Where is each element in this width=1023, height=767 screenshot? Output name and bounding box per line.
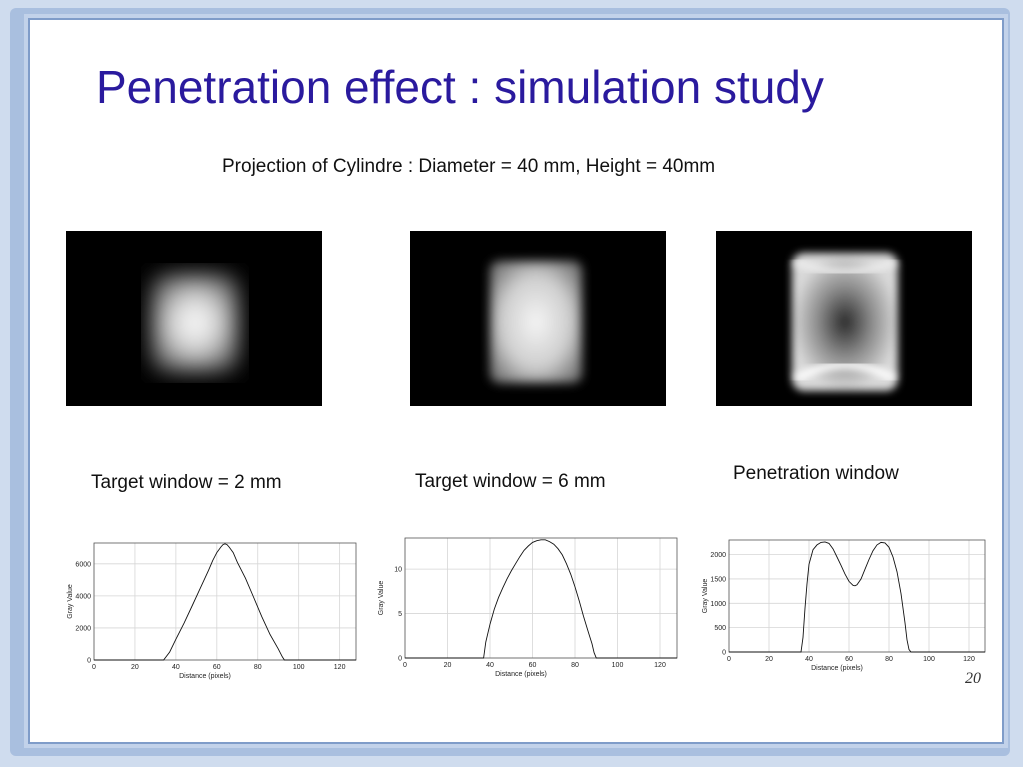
x-tick-label: 80 (254, 664, 262, 671)
x-tick-label: 60 (213, 664, 221, 671)
y-axis-label: Gray Value (702, 579, 709, 614)
projection-image-2mm (66, 231, 322, 406)
y-tick-label: 6000 (75, 561, 91, 568)
profile-line (729, 541, 985, 653)
x-tick-label: 0 (92, 664, 96, 671)
x-tick-label: 120 (334, 664, 346, 671)
x-tick-label: 80 (571, 662, 579, 669)
x-tick-label: 80 (885, 656, 893, 663)
x-tick-label: 20 (765, 656, 773, 663)
subtitle: Projection of Cylindre : Diameter = 40 m… (222, 156, 716, 177)
projection-image-6mm (410, 231, 666, 406)
x-tick-label: 60 (529, 662, 537, 669)
plot-frame (404, 537, 678, 659)
y-tick-label: 1000 (710, 601, 726, 608)
y-tick-label: 5 (398, 611, 402, 618)
projection-image-penetration (716, 231, 972, 406)
profile-line (94, 543, 356, 661)
caption-6mm: Target window = 6 mm (415, 471, 606, 492)
profile-plot-svg-2mm: 0 20 40 60 80 100 120 0 2000 4000 6000 Distance (pi… (67, 542, 357, 680)
x-axis-label: Distance (pixels) (495, 671, 547, 678)
x-tick-label: 120 (963, 656, 975, 663)
y-axis-label: Gray Value (378, 581, 385, 616)
plot-frame (93, 542, 357, 661)
x-tick-label: 0 (403, 662, 407, 669)
x-tick-label: 40 (486, 662, 494, 669)
profile-plot-svg-6mm: 0 20 40 60 80 100 120 0 5 10 Distance (pixels) Gray… (378, 537, 678, 678)
x-tick-label: 100 (923, 656, 935, 663)
page-title: Penetration effect : simulation study (96, 61, 824, 113)
x-tick-label: 100 (293, 664, 305, 671)
y-tick-label: 2000 (75, 625, 91, 632)
y-tick-label: 0 (722, 650, 726, 657)
y-tick-label: 1500 (710, 576, 726, 583)
y-tick-label: 4000 (75, 593, 91, 600)
profile-plot-svg-penetration: 0 20 40 60 80 100 120 0 500 1000 1500 2000 Distance … (702, 539, 986, 672)
x-tick-label: 100 (612, 662, 624, 669)
caption-penetration: Penetration window (733, 463, 899, 484)
x-tick-label: 20 (131, 664, 139, 671)
profile-plot-6mm: 0 20 40 60 80 100 120 0 5 10 Distance (pixels) Gray… (373, 532, 683, 682)
plot-frame (728, 539, 986, 653)
x-tick-label: 60 (845, 656, 853, 663)
x-axis-label: Distance (pixels) (179, 673, 231, 680)
x-tick-label: 20 (444, 662, 452, 669)
y-tick-label: 500 (714, 625, 726, 632)
x-tick-label: 0 (727, 656, 731, 663)
y-tick-label: 10 (394, 567, 402, 574)
y-tick-label: 0 (398, 656, 402, 663)
page-number: 20 (965, 670, 981, 687)
caption-2mm: Target window = 2 mm (91, 472, 282, 493)
y-axis-label: Gray Value (67, 584, 74, 619)
x-tick-label: 40 (805, 656, 813, 663)
y-tick-label: 0 (87, 658, 91, 665)
x-tick-label: 40 (172, 664, 180, 671)
profile-plot-penetration: 0 20 40 60 80 100 120 0 500 1000 1500 2000 Distance … (695, 533, 995, 673)
y-tick-label: 2000 (710, 552, 726, 559)
profile-line (405, 539, 677, 659)
x-axis-label: Distance (pixels) (811, 665, 863, 672)
profile-plot-2mm: 0 20 40 60 80 100 120 0 2000 4000 6000 Distance (pi… (60, 535, 365, 683)
x-tick-label: 120 (654, 662, 666, 669)
